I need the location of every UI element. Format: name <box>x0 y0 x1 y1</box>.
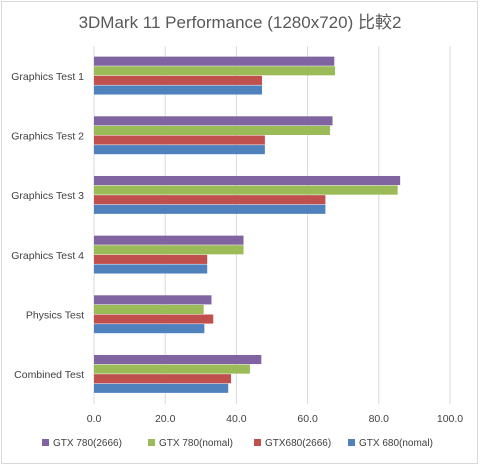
bar <box>94 135 265 145</box>
bar <box>94 85 263 95</box>
category-label: Combined Test <box>14 369 84 381</box>
bar <box>94 383 229 393</box>
category-labels: Graphics Test 1 Graphics Test 2 Graphics T… <box>11 71 84 381</box>
bar <box>94 374 232 384</box>
bar <box>94 185 398 195</box>
bar <box>94 66 336 76</box>
bar <box>94 324 205 334</box>
bar <box>94 235 244 245</box>
bar <box>94 314 214 324</box>
bar <box>94 145 265 155</box>
category-label: Graphics Test 2 <box>11 131 84 143</box>
x-tick-label: 80.0 <box>369 413 390 425</box>
legend-label: GTX680(2666) <box>265 438 331 449</box>
legend-swatch <box>254 439 261 446</box>
x-tick-labels: 0.0 20.0 40.0 60.0 80.0 100.0 <box>87 413 464 425</box>
category-label: Physics Test <box>26 310 84 322</box>
chart-title: 3DMark 11 Performance (1280x720) 比較2 <box>79 13 402 32</box>
x-tick-label: 60.0 <box>297 413 318 425</box>
category-label: Graphics Test 1 <box>11 71 84 83</box>
bar <box>94 364 250 374</box>
bar <box>94 264 208 274</box>
gridlines <box>93 46 451 404</box>
legend-swatch <box>348 439 355 446</box>
legend-swatch <box>42 439 49 446</box>
legend-swatch <box>148 439 155 446</box>
category-label: Graphics Test 3 <box>11 190 84 202</box>
bar <box>94 116 333 126</box>
x-tick-label: 20.0 <box>155 413 176 425</box>
bars <box>94 56 401 393</box>
bar <box>94 204 326 214</box>
bar <box>94 195 326 205</box>
legend-label: GTX 780(2666) <box>53 438 122 449</box>
bar <box>94 175 401 186</box>
x-tick-label: 40.0 <box>226 413 247 425</box>
bar <box>94 354 262 365</box>
bar <box>94 304 204 314</box>
bar <box>94 75 263 85</box>
legend-label: GTX 780(nomal) <box>159 438 233 449</box>
x-tick-label: 0.0 <box>87 413 102 425</box>
bar <box>94 245 244 255</box>
bar <box>94 254 208 264</box>
category-label: Graphics Test 4 <box>11 250 84 262</box>
bar <box>94 56 335 66</box>
bar <box>94 125 331 135</box>
bar <box>94 295 212 305</box>
x-tick-label: 100.0 <box>437 413 463 425</box>
legend-label: GTX 680(nomal) <box>359 438 433 449</box>
legend: GTX 780(2666) GTX 780(nomal) GTX680(2666) G… <box>42 438 433 449</box>
